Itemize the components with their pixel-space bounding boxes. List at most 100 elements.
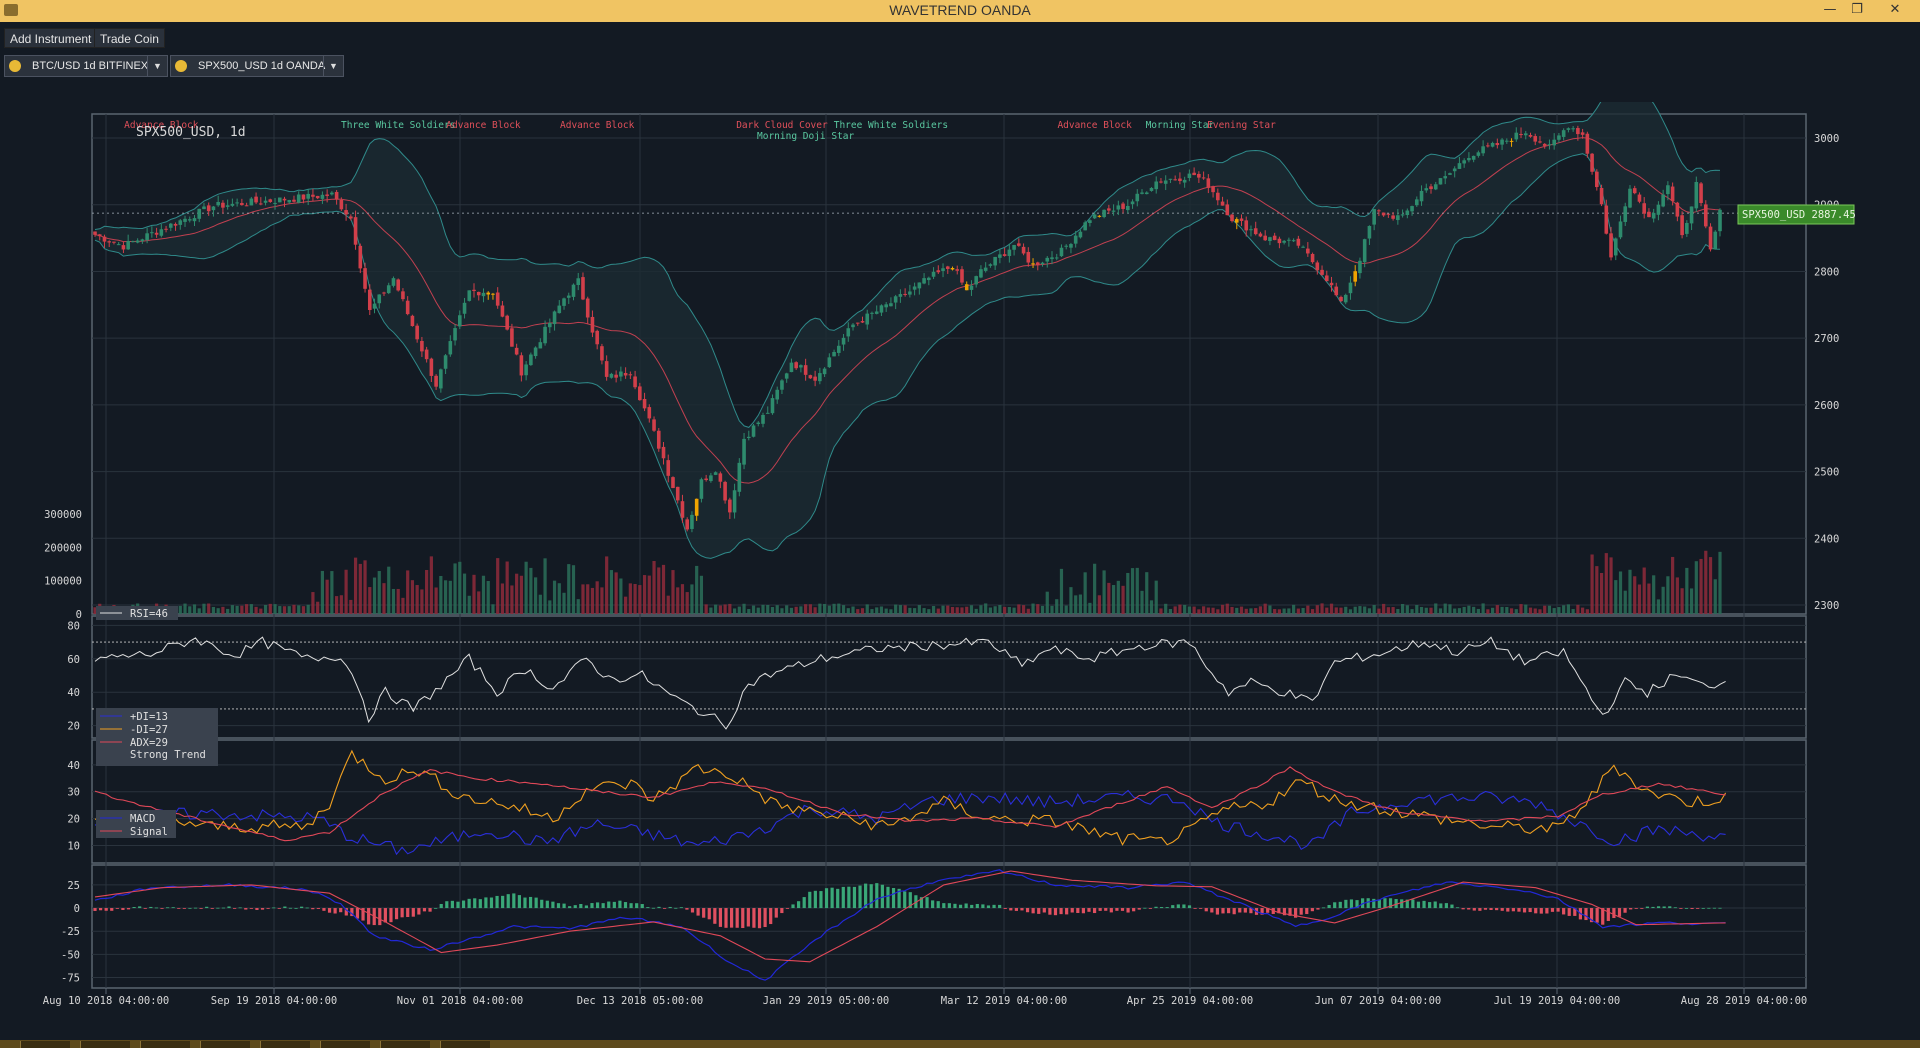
candle-body [642,399,647,409]
candle-body [1523,133,1528,136]
candle-body [803,365,808,375]
chart-area[interactable]: Advance Block Three White SoldiersAdvance… [0,102,1920,1040]
volume-bar [93,607,97,614]
taskbar-item[interactable] [260,1041,310,1048]
candle-body [415,325,419,340]
macd-histogram-bar [1573,908,1577,916]
pattern-label: Advance Block [560,120,635,131]
volume-bar [936,608,940,614]
macd-histogram-bar [221,907,226,909]
taskbar-item[interactable] [80,1041,130,1048]
candle-body [377,294,382,304]
candle-body [780,380,784,390]
candle-body [1689,206,1694,224]
candle-body [576,278,581,286]
volume-bar [1287,608,1291,614]
volume-bar [1614,580,1618,614]
macd-histogram-bar [668,906,672,909]
macd-histogram-bar [562,903,566,909]
candle-body [467,290,472,301]
macd-histogram-bar [696,908,700,916]
volume-bar [889,609,893,614]
volume-bar [974,608,978,614]
candle-body [169,223,173,228]
volume-bar [714,604,718,614]
macd-histogram-bar [662,908,667,909]
taskbar-item[interactable] [140,1041,190,1048]
macd-histogram-bar [1556,908,1560,912]
instrument-tab-spx[interactable]: SPX500_USD 1d OANDA ▼ [170,55,344,77]
candle-body [656,430,661,449]
candle-body [1182,179,1187,183]
macd-histogram-bar [249,908,253,909]
macd-histogram-bar [534,897,538,909]
macd-histogram-bar [1025,908,1030,913]
minimize-button[interactable]: — [1823,2,1837,17]
candle-body [135,240,140,243]
macd-histogram-bar [1081,908,1086,914]
candle-body [462,302,467,314]
macd-histogram-bar [1009,908,1013,911]
taskbar-item[interactable] [200,1041,250,1048]
macd-histogram-bar [540,899,544,909]
add-instrument-button[interactable]: Add Instrument [4,28,98,48]
instrument-label: BTC/USD 1d BITFINEX [32,60,149,72]
macd-histogram-bar [1366,898,1370,909]
macd-histogram-bar [227,906,231,909]
macd-histogram-bar [1305,908,1309,915]
macd-histogram-bar [886,886,890,909]
macd-histogram-bar [1327,904,1331,909]
volume-bar [1367,608,1372,614]
candle-body [1306,248,1310,254]
volume-bar [1130,568,1135,614]
candle-body [998,254,1002,258]
macd-histogram-bar [1288,908,1292,916]
instrument-tab-btc[interactable]: BTC/USD 1d BITFINEX ▼ [4,55,168,77]
macd-histogram-bar [394,908,399,920]
coin-icon [9,60,21,72]
macd-histogram-bar [1182,904,1186,909]
candle-body [1144,192,1149,195]
volume-tick-label: 200000 [44,542,82,554]
bollinger-bands [92,102,1806,559]
restore-button[interactable]: ❐ [1851,2,1863,17]
chevron-down-icon[interactable]: ▼ [323,56,343,76]
candle-body [1197,173,1201,178]
macd-histogram-bar [272,907,276,909]
macd-histogram-bar [998,904,1002,909]
macd-histogram-bar [255,908,259,910]
macd-histogram-bar [1673,907,1677,909]
macd-histogram-bar [1394,899,1398,909]
volume-bar [273,604,277,614]
macd-histogram-bar [266,908,270,909]
candle-body [751,425,756,437]
taskbar-item[interactable] [320,1041,370,1048]
volume-bar [1339,607,1343,614]
macd-histogram-bar [461,900,466,909]
candle-body [884,304,888,308]
chevron-down-icon[interactable]: ▼ [147,56,167,76]
taskbar-item[interactable] [20,1041,70,1048]
volume-bar [178,605,182,614]
taskbar-item[interactable] [440,1041,490,1048]
close-button[interactable]: ✕ [1889,2,1901,17]
candle-body [1092,214,1097,219]
volume-bar [1391,607,1395,614]
chart-overlay: SPX500_USD, 1d SPX500_USD 2887.45 RSI=46… [96,125,1856,838]
volume-bar [500,583,505,614]
macd-histogram-bar [1299,908,1303,915]
trade-coin-button[interactable]: Trade Coin [94,28,165,48]
volume-bar [439,575,443,614]
volume-bar [581,584,585,614]
candle-body [1590,153,1594,172]
macd-histogram-bar [707,908,711,920]
candle-body [529,354,533,366]
volume-bar [1419,606,1424,614]
taskbar-item[interactable] [380,1041,430,1048]
macd-histogram-bar [657,906,661,909]
macd-histogram-bar [1338,901,1342,909]
volume-bar [316,601,320,614]
candle-body [1192,172,1196,176]
macd-histogram-bar [679,907,683,909]
volume-bar [259,608,263,614]
